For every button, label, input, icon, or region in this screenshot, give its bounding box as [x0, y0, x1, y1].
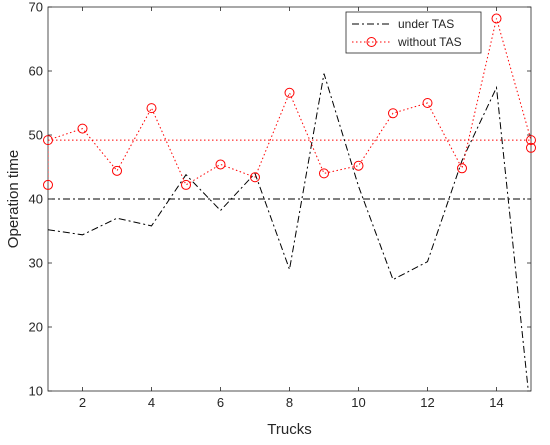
marker-point-16	[526, 135, 536, 146]
y-tick-label-10: 10	[29, 384, 43, 399]
legend-label-without-tas: without TAS	[397, 35, 462, 49]
x-tick-label-6: 6	[217, 395, 224, 410]
x-axis-label: Trucks	[267, 421, 311, 438]
y-tick-label-30: 30	[29, 256, 43, 271]
marker-point-12	[388, 108, 398, 119]
x-tick-label-2: 2	[79, 395, 86, 410]
y-tick-label-60: 60	[29, 64, 43, 79]
marker-point-7	[215, 159, 226, 170]
y-tick-label-70: 70	[29, 0, 43, 15]
y-axis: 10 20 30 40 50 60 70	[29, 0, 531, 399]
marker-point-15	[491, 13, 502, 24]
legend-label-under-tas: under TAS	[398, 17, 454, 31]
x-tick-label-14: 14	[489, 395, 503, 410]
reference-lines	[48, 139, 531, 200]
marker-point-1	[43, 179, 53, 190]
x-tick-label-10: 10	[351, 395, 365, 410]
marker-point-6	[181, 179, 191, 190]
legend-marker-without-tas	[366, 37, 377, 47]
legend: under TAS without TAS	[345, 11, 482, 54]
marker-point-3	[77, 123, 88, 134]
marker-point-17	[526, 142, 536, 153]
marker-point-8	[250, 172, 260, 183]
series-markers	[43, 13, 536, 190]
marker-point-9	[284, 87, 295, 98]
y-tick-label-40: 40	[29, 192, 43, 207]
y-tick-label-20: 20	[29, 320, 43, 335]
y-axis-label: Operation time	[5, 150, 22, 248]
marker-point-4	[112, 165, 122, 176]
x-axis: 2 4 6 8 10 12 14	[79, 7, 504, 410]
y-tick-label-50: 50	[29, 128, 43, 143]
marker-point-11	[353, 160, 364, 171]
marker-point-5	[146, 103, 157, 114]
marker-point-2	[43, 135, 53, 146]
marker-point-13	[422, 98, 433, 108]
x-tick-label-4: 4	[148, 395, 155, 410]
marker-point-10	[319, 168, 329, 179]
legend-box	[345, 11, 482, 54]
marker-point-14	[457, 163, 467, 174]
x-tick-label-8: 8	[286, 395, 293, 410]
x-tick-label-12: 12	[420, 395, 434, 410]
